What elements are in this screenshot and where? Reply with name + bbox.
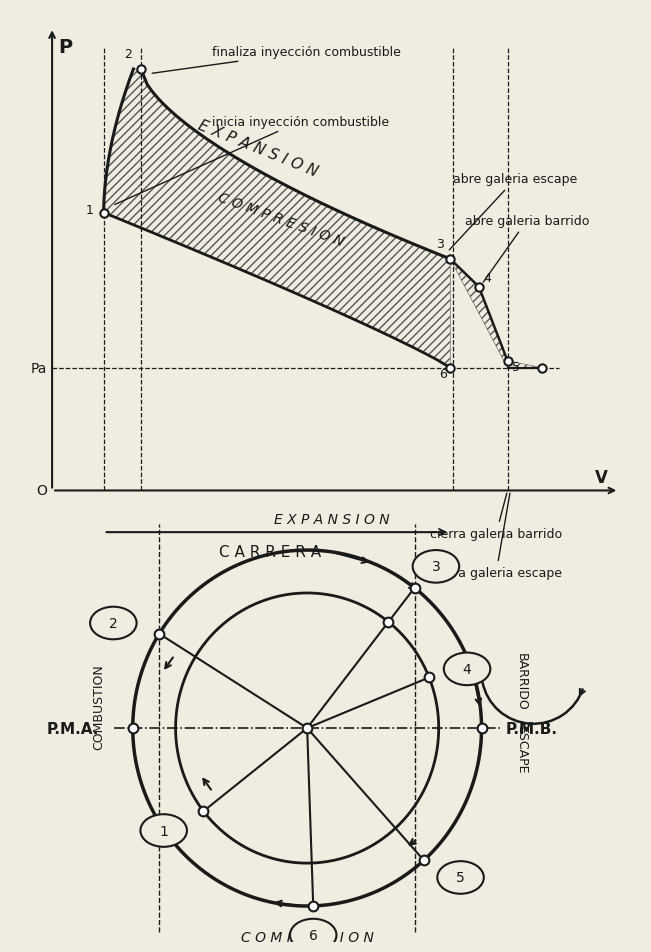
Text: 6: 6 bbox=[309, 928, 318, 942]
Text: cierra galeria barrido: cierra galeria barrido bbox=[430, 494, 562, 540]
Text: BARRIDO: BARRIDO bbox=[515, 652, 528, 710]
Text: E X P A N S I O N: E X P A N S I O N bbox=[197, 118, 320, 179]
Text: 3: 3 bbox=[436, 238, 444, 251]
Text: abre galeria barrido: abre galeria barrido bbox=[465, 215, 589, 283]
Text: 3: 3 bbox=[432, 560, 440, 574]
Text: 6: 6 bbox=[439, 367, 447, 381]
Text: finaliza inyección combustible: finaliza inyección combustible bbox=[152, 46, 402, 74]
Text: P.M.B.: P.M.B. bbox=[506, 721, 558, 736]
Text: 5: 5 bbox=[456, 870, 465, 884]
Circle shape bbox=[90, 607, 137, 640]
Text: Pa: Pa bbox=[31, 362, 48, 375]
Text: COMBUSTION: COMBUSTION bbox=[92, 664, 105, 749]
Circle shape bbox=[413, 550, 459, 583]
Text: V: V bbox=[595, 468, 608, 486]
Text: C O M P R E S I O N: C O M P R E S I O N bbox=[241, 929, 374, 943]
Text: 4: 4 bbox=[463, 663, 471, 676]
Text: C O M P R E S I O N: C O M P R E S I O N bbox=[216, 190, 346, 248]
Circle shape bbox=[290, 919, 337, 951]
Text: O: O bbox=[36, 484, 48, 498]
Text: 5: 5 bbox=[512, 361, 520, 373]
Text: P: P bbox=[58, 37, 72, 56]
Text: 1: 1 bbox=[85, 204, 93, 216]
Text: 2: 2 bbox=[124, 49, 132, 61]
Text: 4: 4 bbox=[484, 272, 492, 285]
Circle shape bbox=[444, 653, 490, 685]
Text: P.M.A.: P.M.A. bbox=[47, 721, 99, 736]
Text: 1: 1 bbox=[159, 823, 168, 838]
Text: inicia inyección combustible: inicia inyección combustible bbox=[115, 115, 389, 206]
Text: C A R R E R A: C A R R E R A bbox=[219, 545, 321, 559]
Circle shape bbox=[141, 814, 187, 847]
Text: cierra galeria escape: cierra galeria escape bbox=[430, 494, 562, 580]
Text: E X P A N S I O N: E X P A N S I O N bbox=[274, 513, 389, 527]
Text: abre galeria escape: abre galeria escape bbox=[449, 173, 577, 250]
Circle shape bbox=[437, 862, 484, 894]
Text: ESCAPE: ESCAPE bbox=[515, 725, 528, 774]
Text: 2: 2 bbox=[109, 616, 118, 630]
